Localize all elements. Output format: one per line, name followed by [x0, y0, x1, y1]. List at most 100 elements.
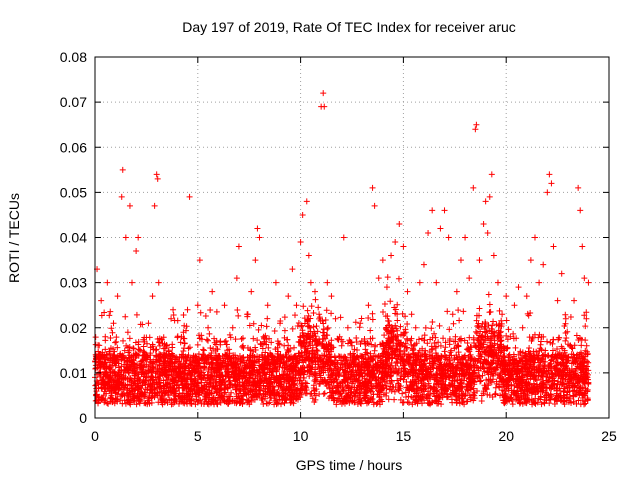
data-point [148, 373, 155, 380]
data-point [510, 330, 517, 337]
data-point [509, 375, 516, 382]
data-point [173, 382, 180, 389]
data-point [448, 347, 455, 354]
data-point [439, 367, 446, 374]
data-point [509, 401, 516, 408]
data-point [165, 362, 172, 369]
data-point [437, 342, 444, 349]
data-point [306, 339, 313, 346]
data-point [156, 356, 163, 363]
data-point [176, 390, 183, 397]
data-point [230, 372, 237, 379]
data-point [202, 312, 209, 319]
data-point [582, 337, 589, 344]
data-point [236, 382, 243, 389]
data-point [328, 367, 335, 374]
data-point [523, 357, 530, 364]
data-point [347, 392, 354, 399]
data-point [130, 345, 137, 352]
data-point [274, 338, 281, 345]
data-point [127, 363, 134, 370]
data-point [384, 274, 391, 281]
data-point [424, 399, 431, 406]
data-point [286, 355, 293, 362]
data-point [245, 398, 252, 405]
data-point [456, 400, 463, 407]
data-point [561, 401, 568, 408]
data-point [258, 378, 265, 385]
data-point [162, 371, 169, 378]
data-point [126, 376, 133, 383]
data-point [153, 359, 160, 366]
data-point [513, 357, 520, 364]
data-point [423, 353, 430, 360]
data-point [356, 324, 363, 331]
data-point [359, 373, 366, 380]
data-point [419, 400, 426, 407]
data-point [328, 345, 335, 352]
data-point [415, 349, 422, 356]
data-point [271, 401, 278, 408]
data-point [388, 329, 395, 336]
data-point [433, 378, 440, 385]
data-point [114, 344, 121, 351]
data-point [134, 365, 141, 372]
data-point [317, 380, 324, 387]
chart-title: Day 197 of 2019, Rate Of TEC Index for r… [182, 19, 516, 35]
data-point [556, 334, 563, 341]
data-point [550, 358, 557, 365]
data-point [568, 360, 575, 367]
data-point [252, 344, 259, 351]
data-point [539, 379, 546, 386]
data-point [260, 340, 267, 347]
data-point [102, 356, 109, 363]
data-point [226, 331, 233, 338]
data-point [316, 314, 323, 321]
data-point [429, 353, 436, 360]
data-point [256, 392, 263, 399]
data-point [486, 344, 493, 351]
data-point [472, 357, 479, 364]
data-point [483, 328, 490, 335]
data-point [380, 384, 387, 391]
data-point [255, 326, 262, 333]
data-point [505, 326, 512, 333]
data-point [570, 369, 577, 376]
data-point [384, 360, 391, 367]
data-point [485, 380, 492, 387]
data-point [429, 345, 436, 352]
data-point [514, 383, 521, 390]
data-point [339, 385, 346, 392]
data-point [186, 344, 193, 351]
data-point [333, 401, 340, 408]
data-points [92, 90, 592, 408]
data-point [314, 341, 321, 348]
data-point [504, 393, 511, 400]
data-point [299, 387, 306, 394]
data-point [355, 377, 362, 384]
data-point [342, 396, 349, 403]
data-point [153, 353, 160, 360]
data-point [328, 337, 335, 344]
data-point [284, 346, 291, 353]
data-point [418, 371, 425, 378]
data-point [492, 390, 499, 397]
data-point [310, 310, 317, 317]
data-point [563, 395, 570, 402]
data-point [488, 336, 495, 343]
data-point [330, 370, 337, 377]
data-point [322, 317, 329, 324]
data-point [188, 376, 195, 383]
data-point [526, 345, 533, 352]
data-point [130, 393, 137, 400]
data-point [208, 376, 215, 383]
data-point [428, 371, 435, 378]
data-point [433, 365, 440, 372]
data-point [514, 368, 521, 375]
data-point [223, 353, 230, 360]
data-point [382, 325, 389, 332]
data-point [241, 360, 248, 367]
data-point [265, 344, 272, 351]
data-point [298, 323, 305, 330]
data-point [352, 319, 359, 326]
